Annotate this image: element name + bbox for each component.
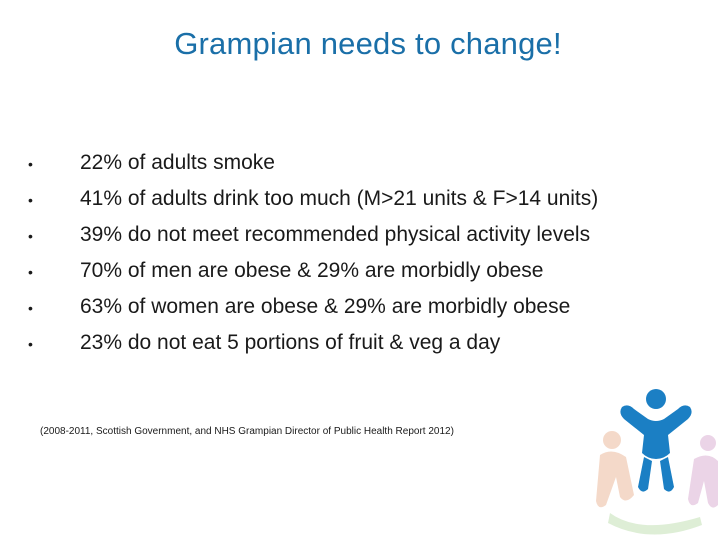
bullet-item: • 70% of men are obese & 29% are morbidl… bbox=[28, 253, 598, 289]
bullet-text: 41% of adults drink too much (M>21 units… bbox=[80, 187, 599, 210]
bullet-text: 23% do not eat 5 portions of fruit & veg… bbox=[80, 331, 501, 354]
bullet-dot-icon: • bbox=[28, 300, 33, 316]
bullet-item: • 63% of women are obese & 29% are morbi… bbox=[28, 289, 598, 325]
bullet-item: • 22% of adults smoke bbox=[28, 145, 598, 181]
bullet-item: • 39% do not meet recommended physical a… bbox=[28, 217, 598, 253]
bullet-text: 22% of adults smoke bbox=[80, 151, 275, 174]
slide-title: Grampian needs to change! bbox=[174, 26, 562, 61]
bullet-list: • 22% of adults smoke • 41% of adults dr… bbox=[28, 145, 598, 361]
bullet-text: 63% of women are obese & 29% are morbidl… bbox=[80, 295, 571, 318]
bullet-text: 70% of men are obese & 29% are morbidly … bbox=[80, 259, 544, 282]
bullet-dot-icon: • bbox=[28, 192, 33, 208]
bullet-dot-icon: • bbox=[28, 336, 33, 352]
people-figures-logo-icon bbox=[596, 389, 718, 535]
bullet-dot-icon: • bbox=[28, 228, 33, 244]
bullet-item: • 41% of adults drink too much (M>21 uni… bbox=[28, 181, 598, 217]
source-citation: (2008-2011, Scottish Government, and NHS… bbox=[40, 426, 454, 437]
bullet-dot-icon: • bbox=[28, 264, 33, 280]
bullet-dot-icon: • bbox=[28, 156, 33, 172]
bullet-item: • 23% do not eat 5 portions of fruit & v… bbox=[28, 325, 598, 361]
bullet-text: 39% do not meet recommended physical act… bbox=[80, 223, 591, 246]
